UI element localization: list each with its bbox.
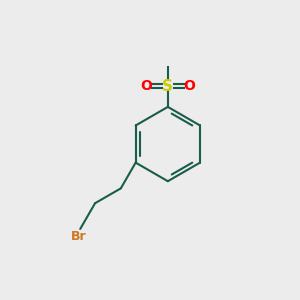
Text: O: O bbox=[183, 79, 195, 93]
Text: S: S bbox=[162, 79, 173, 94]
Text: O: O bbox=[140, 79, 152, 93]
Text: Br: Br bbox=[71, 230, 86, 243]
